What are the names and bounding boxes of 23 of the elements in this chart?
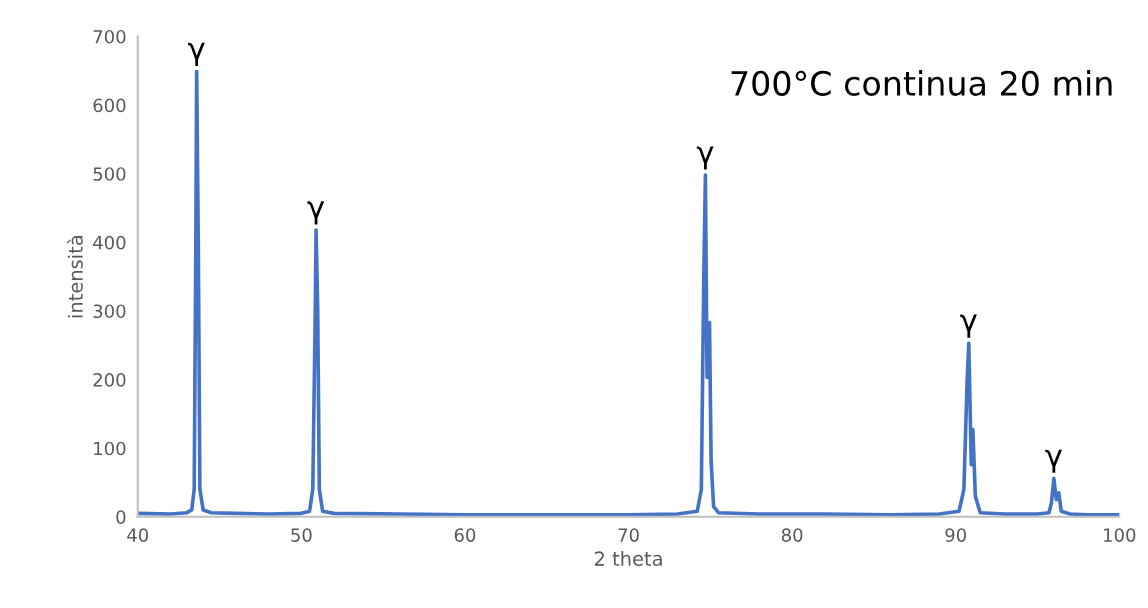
y-tick-label: 0	[116, 510, 126, 524]
annotation: γ	[960, 314, 977, 338]
annotation: γ	[696, 146, 714, 170]
x-tick-label: 70	[618, 528, 639, 542]
x-tick-label: 80	[781, 528, 803, 542]
x-tick-label: 60	[454, 528, 476, 542]
x-tick-label: 40	[127, 528, 149, 542]
y-tick-label: 400	[93, 235, 126, 250]
y-tick-label: 500	[93, 167, 126, 181]
x-tick-label: 50	[291, 528, 312, 542]
x-axis-title: 2 theta	[594, 550, 662, 566]
y-tick-label: 300	[93, 304, 126, 319]
y-tick-label: 600	[93, 98, 126, 113]
annotation: γ	[188, 42, 205, 66]
y-tick-label: 200	[93, 373, 126, 387]
annotation: 700°C continua 20 min	[731, 70, 1112, 96]
y-axis-title: intensità	[67, 236, 83, 318]
x-tick-label: 100	[1104, 528, 1136, 542]
y-tick-label: 700	[93, 29, 126, 44]
x-tick-label: 90	[945, 528, 966, 542]
y-tick-label: 100	[94, 441, 126, 456]
annotation: γ	[1045, 449, 1062, 473]
annotation: γ	[307, 201, 325, 225]
